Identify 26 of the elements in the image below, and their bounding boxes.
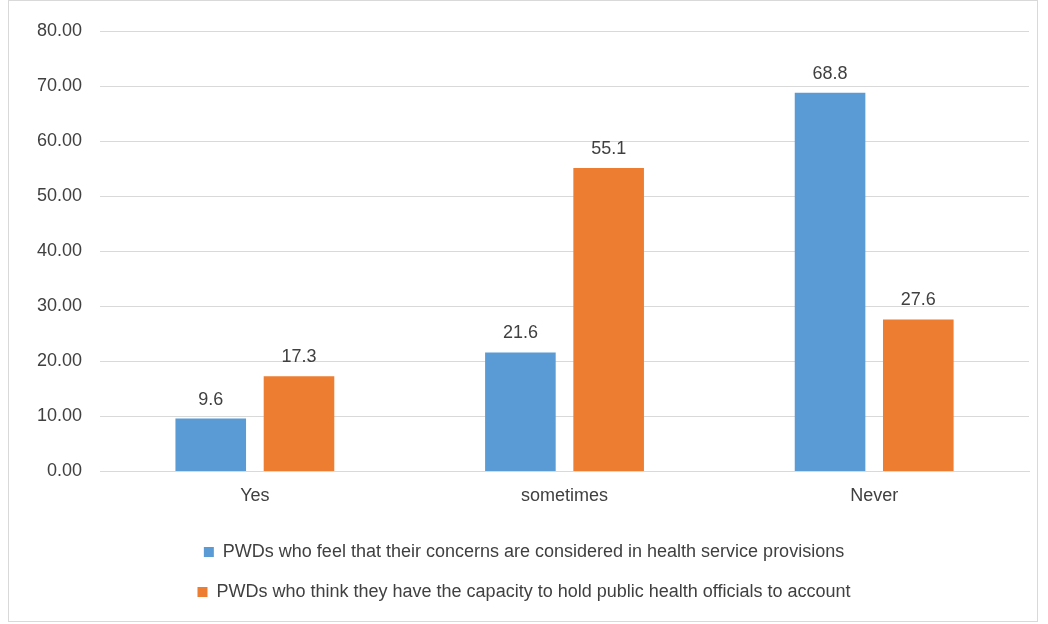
data-label: 21.6	[502, 322, 538, 343]
y-tick-label: 20.00	[37, 350, 83, 371]
y-tick-label: 0.00	[47, 460, 83, 481]
x-tick-label: sometimes	[521, 485, 609, 506]
y-tick-label: 60.00	[37, 130, 83, 151]
legend-label: PWDs who feel that their concerns are considered in health service provisions	[222, 540, 845, 561]
data-label: 55.1	[591, 138, 627, 159]
y-tick-label: 70.00	[37, 75, 83, 96]
x-tick-label: Yes	[240, 485, 270, 506]
bar	[794, 92, 866, 471]
bar	[263, 376, 335, 471]
y-tick-label: 50.00	[37, 185, 83, 206]
y-tick-label: 80.00	[37, 19, 83, 40]
y-tick-label: 30.00	[37, 295, 83, 316]
bar	[175, 418, 247, 471]
data-label: 27.6	[900, 289, 936, 310]
data-label: 17.3	[281, 346, 317, 367]
bar	[485, 352, 556, 471]
bar	[883, 319, 954, 471]
y-tick-label: 10.00	[37, 405, 83, 426]
data-label: 9.6	[198, 388, 224, 409]
data-label: 68.8	[812, 62, 848, 83]
y-tick-label: 40.00	[37, 240, 83, 261]
legend-label: PWDs who think they have the capacity to hold public health officials to account	[216, 580, 851, 601]
x-tick-label: Never	[850, 485, 899, 506]
bar	[573, 168, 644, 471]
